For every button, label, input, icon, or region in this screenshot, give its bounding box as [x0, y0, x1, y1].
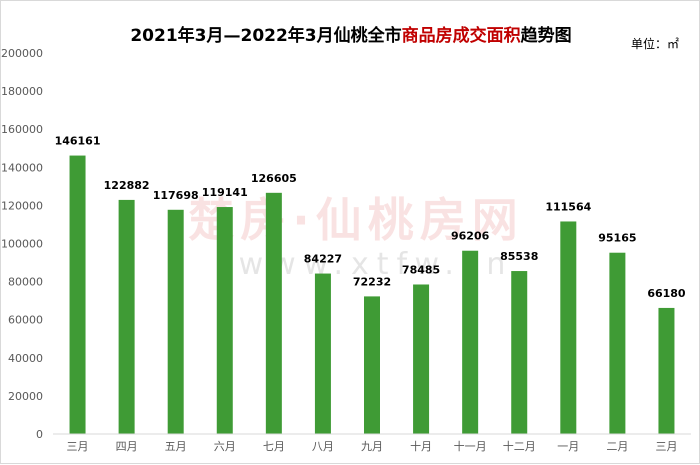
unit-label: 单位：㎡	[630, 37, 679, 51]
bar	[609, 252, 626, 434]
bar	[265, 192, 282, 434]
data-label: 146161	[55, 135, 101, 148]
title-prefix: 2021年3月—2022年3月仙桃全市	[130, 26, 402, 46]
x-tick-label: 十二月	[503, 439, 536, 453]
chart-title: 2021年3月—2022年3月仙桃全市商品房成交面积趋势图	[1, 21, 700, 46]
y-tick-label: 40000	[8, 352, 43, 365]
y-tick-label: 180000	[1, 85, 43, 98]
data-label: 78485	[402, 263, 440, 276]
bar	[511, 271, 528, 434]
data-label: 66180	[647, 287, 686, 300]
x-tick-label: 十一月	[454, 439, 487, 453]
x-tick-label: 一月	[557, 440, 579, 453]
data-label: 85538	[500, 250, 538, 263]
x-tick-label: 七月	[263, 440, 285, 453]
data-label: 95165	[598, 232, 636, 245]
bar	[118, 199, 135, 434]
x-tick-label: 九月	[361, 440, 383, 453]
y-tick-label: 80000	[8, 276, 43, 289]
x-axis: 三月 四月 五月 六月 七月 八月 九月 十月 十一月 十二月 一月 二月 三月	[53, 433, 691, 453]
bar	[462, 250, 479, 434]
x-tick-label: 十月	[410, 439, 432, 453]
y-tick-label: 20000	[8, 390, 43, 403]
y-tick-label: 0	[36, 428, 43, 441]
watermark: 楚房·仙桃房网 www.xtfw.cn	[188, 193, 523, 282]
y-tick-label: 160000	[1, 123, 43, 136]
x-tick-label: 二月	[606, 440, 628, 453]
bar	[314, 273, 331, 434]
x-tick-label: 四月	[116, 440, 138, 453]
bars-group	[69, 155, 675, 434]
y-tick-label: 140000	[1, 161, 43, 174]
data-label: 96206	[451, 230, 490, 243]
x-tick-label: 三月	[67, 440, 89, 453]
data-label: 72232	[353, 275, 391, 288]
x-tick-label: 六月	[214, 440, 236, 453]
bar	[658, 307, 675, 434]
y-tick-label: 200000	[1, 47, 43, 60]
bar	[364, 296, 380, 434]
x-tick-label: 三月	[655, 440, 677, 453]
title-highlight: 商品房成交面积	[401, 26, 521, 46]
watermark-url: www.xtfw.cn	[239, 247, 514, 282]
data-label: 84227	[304, 253, 342, 266]
y-axis: 0 20000 40000 60000 80000 100000 120000 140000 1…	[1, 47, 43, 441]
bar	[413, 284, 430, 434]
bar	[69, 155, 86, 434]
y-tick-label: 100000	[1, 238, 43, 251]
watermark-text: 楚房·仙桃房网	[188, 193, 523, 247]
title-suffix: 趋势图	[520, 26, 572, 46]
y-tick-label: 60000	[8, 314, 43, 327]
bar	[167, 209, 184, 434]
bar	[560, 221, 577, 434]
bar	[216, 207, 233, 434]
y-tick-label: 120000	[1, 199, 43, 212]
data-label: 111564	[545, 200, 591, 213]
data-label: 122882	[104, 179, 150, 192]
x-tick-label: 八月	[312, 440, 334, 453]
data-label: 117698	[153, 189, 199, 202]
data-label: 126605	[251, 172, 297, 185]
data-label: 119141	[202, 186, 248, 199]
x-tick-label: 五月	[165, 440, 187, 453]
